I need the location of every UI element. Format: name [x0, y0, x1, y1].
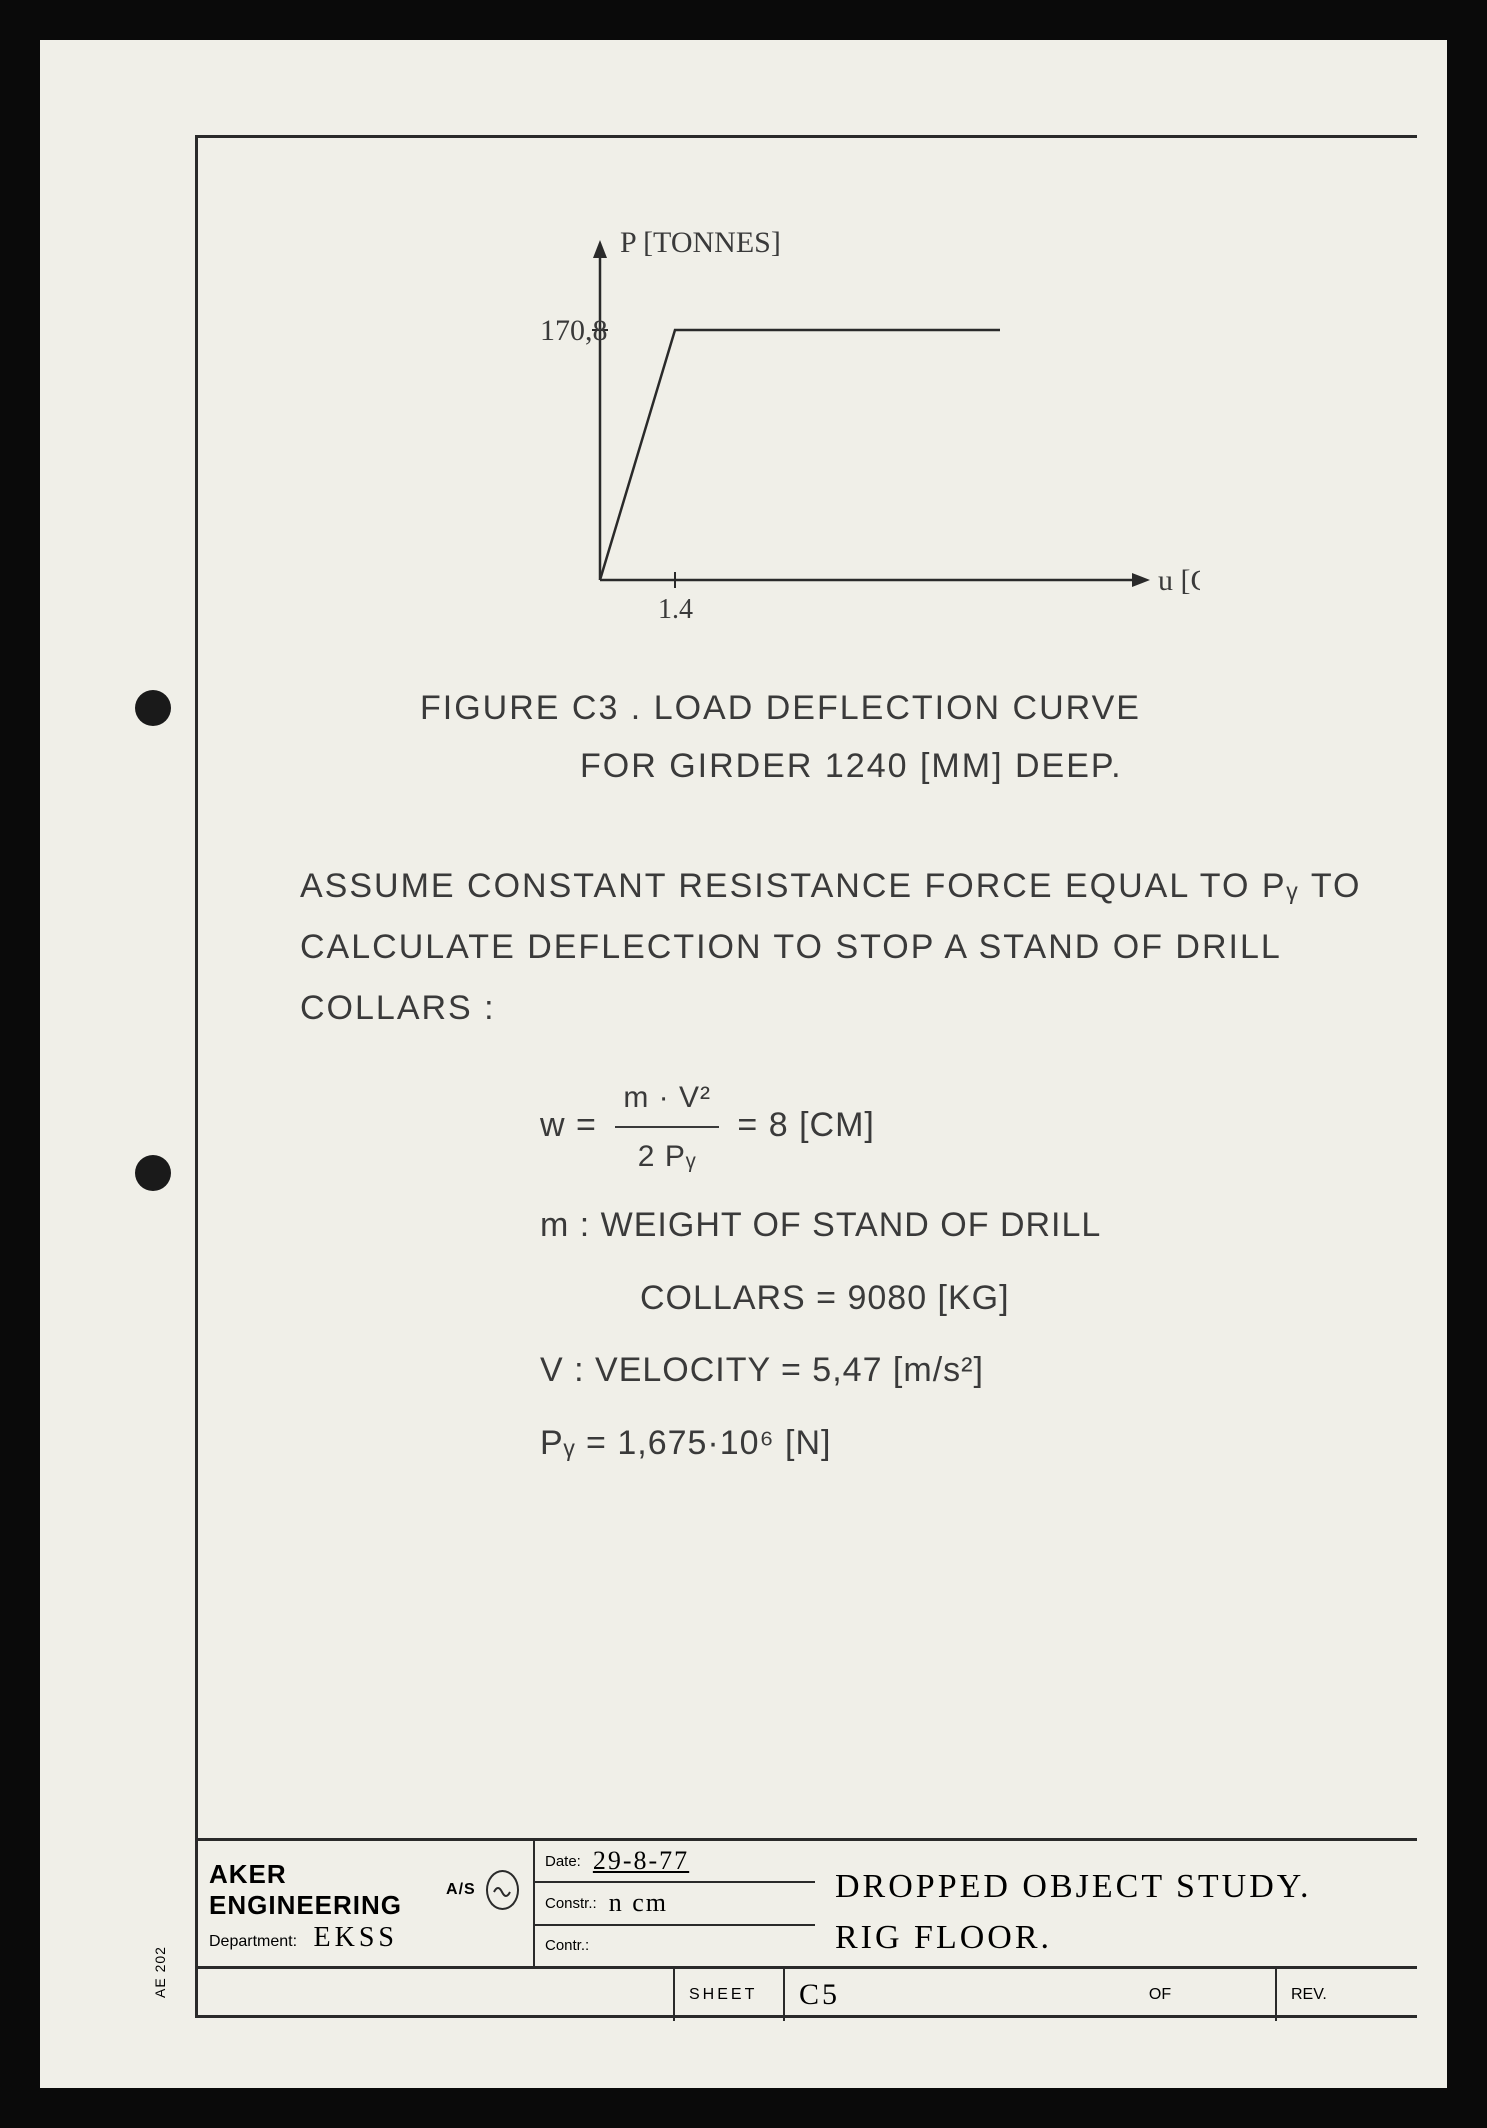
company-name: AKER ENGINEERING [209, 1859, 436, 1921]
spacer-cell [195, 1969, 675, 2021]
constr-label: Constr.: [545, 1895, 597, 1912]
department-value: EKSS [314, 1922, 398, 1953]
sheet-value: C5 [785, 1969, 1045, 2021]
meta-cell: Date: 29-8-77 Constr.: n cm Contr.: [535, 1841, 815, 1966]
company-suffix: A/S [446, 1881, 476, 1899]
drawing-title: DROPPED OBJECT STUDY. RIG FLOOR. [815, 1841, 1417, 1966]
x-axis-label: u [CM] [1158, 564, 1200, 597]
fraction: m · V² 2 Pᵧ [615, 1069, 719, 1185]
caption-line1: FIGURE C3 . LOAD DEFLECTION CURVE [420, 680, 1367, 738]
figure-caption: FIGURE C3 . LOAD DEFLECTION CURVE FOR GI… [420, 680, 1367, 796]
department-label: Department: [209, 1933, 297, 1950]
title-block: AKER ENGINEERING A/S Department: EKSS Da… [195, 1838, 1417, 2018]
title-line1: DROPPED OBJECT STUDY. [835, 1861, 1397, 1912]
v-definition: V : VELOCITY = 5,47 [m/s²] [540, 1338, 1367, 1403]
load-deflection-chart: 170,8 1.4 P [TONNES] u [CM] [480, 220, 1367, 640]
denominator: 2 Pᵧ [615, 1128, 719, 1185]
equations-block: w = m · V² 2 Pᵧ = 8 [CM] m : WEIGHT OF S… [540, 1069, 1367, 1475]
x-tick-label: 1.4 [658, 594, 693, 625]
sheet-label: SHEET [675, 1969, 785, 2021]
eq-lhs: w = [540, 1106, 597, 1144]
py-definition: Pᵧ = 1,675·10⁶ [N] [540, 1411, 1367, 1476]
m-definition-cont: COLLARS = 9080 [KG] [640, 1266, 1367, 1331]
punch-hole [135, 690, 171, 726]
rev-label: REV. [1275, 1969, 1417, 2021]
company-cell: AKER ENGINEERING A/S Department: EKSS [195, 1841, 535, 1966]
contr-label: Contr.: [545, 1937, 589, 1954]
deflection-equation: w = m · V² 2 Pᵧ = 8 [CM] [540, 1069, 1367, 1185]
punch-hole [135, 1155, 171, 1191]
date-value: 29-8-77 [593, 1846, 689, 1876]
date-label: Date: [545, 1853, 581, 1870]
y-axis-label: P [TONNES] [620, 226, 781, 259]
y-tick-label: 170,8 [540, 314, 608, 347]
caption-line2: FOR GIRDER 1240 [MM] DEEP. [580, 738, 1367, 796]
page-content: 170,8 1.4 P [TONNES] u [CM] FIGURE C3 . … [300, 220, 1367, 1484]
numerator: m · V² [615, 1069, 719, 1128]
assumption-text: ASSUME CONSTANT RESISTANCE FORCE EQUAL T… [300, 856, 1367, 1040]
constr-value: n cm [609, 1888, 668, 1918]
of-label: OF [1045, 1969, 1275, 2021]
sheet-row: SHEET C5 OF REV. [195, 1969, 1417, 2021]
eq-result: = 8 [CM] [737, 1106, 874, 1144]
title-line2: RIG FLOOR. [835, 1912, 1397, 1963]
engineering-sheet: 170,8 1.4 P [TONNES] u [CM] FIGURE C3 . … [40, 40, 1447, 2088]
m-definition: m : WEIGHT OF STAND OF DRILL [540, 1193, 1367, 1258]
company-logo-icon [486, 1870, 519, 1910]
form-id: AE 202 [152, 1946, 168, 1998]
